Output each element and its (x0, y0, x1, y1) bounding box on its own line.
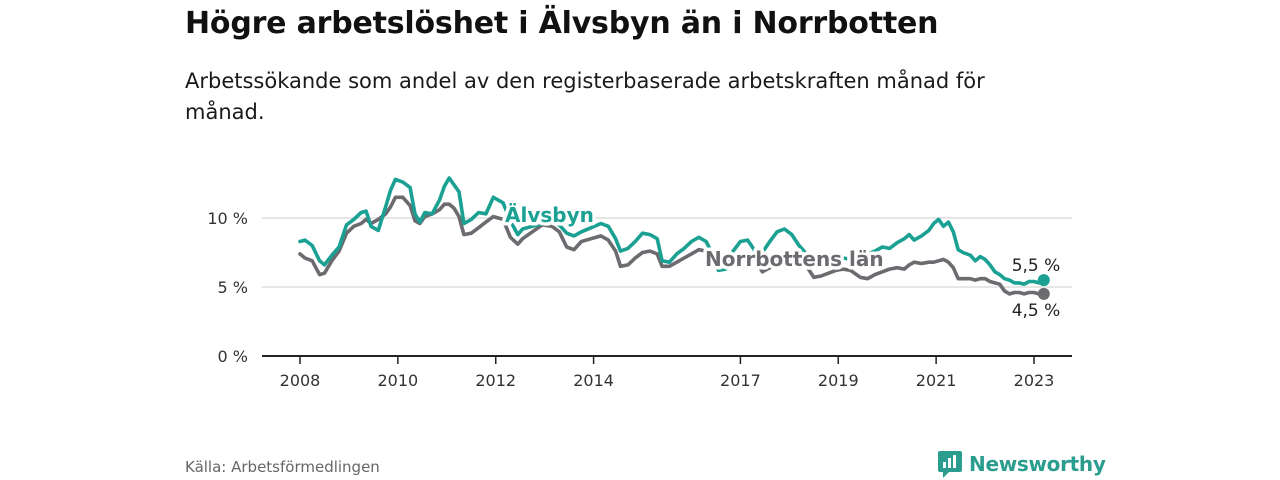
series-label-norrbotten: Norrbottens län (705, 247, 884, 271)
y-tick-label: 0 % (218, 347, 248, 366)
brand-logo: Newsworthy (937, 449, 1106, 479)
series-label-alvsbyn: Älvsbyn (505, 203, 594, 227)
end-label-alvsbyn: 5,5 % (1012, 256, 1061, 276)
y-tick-label: 5 % (218, 278, 248, 297)
source-note: Källa: Arbetsförmedlingen (185, 458, 380, 476)
newsworthy-logo-icon (938, 451, 962, 478)
x-tick-label: 2010 (378, 371, 419, 390)
chart-title: Högre arbetslöshet i Älvsbyn än i Norrbo… (185, 6, 939, 41)
series-lines (298, 176, 1050, 300)
x-tick-label: 2008 (280, 371, 321, 390)
series-label-alvsbyn-halo: Älvsbyn (505, 203, 594, 227)
series-line-alvsbyn (298, 176, 1046, 286)
chart-subtitle: Arbetssökande som andel av den registerb… (185, 69, 985, 124)
series-label-norrbotten-halo: Norrbottens län (705, 247, 884, 271)
series-line-norrbotten (298, 195, 1046, 296)
x-tick-label: 2021 (916, 371, 957, 390)
end-label-norrbotten: 4,5 % (1012, 301, 1061, 321)
brand-name: Newsworthy (969, 452, 1106, 476)
end-point-alvsbyn (1037, 274, 1050, 287)
x-tick-label: 2014 (573, 371, 614, 390)
gridlines (262, 217, 1072, 288)
y-tick-label: 10 % (207, 209, 248, 228)
x-tick-label: 2017 (720, 371, 761, 390)
x-tick-label: 2019 (818, 371, 859, 390)
end-point-norrbotten (1037, 287, 1050, 300)
x-tick-label: 2012 (475, 371, 516, 390)
x-tick-label: 2023 (1014, 371, 1055, 390)
axes: 0 % 5 % 10 % 2008 2010 2012 2014 2017 2019 2021 20… (207, 209, 1072, 390)
